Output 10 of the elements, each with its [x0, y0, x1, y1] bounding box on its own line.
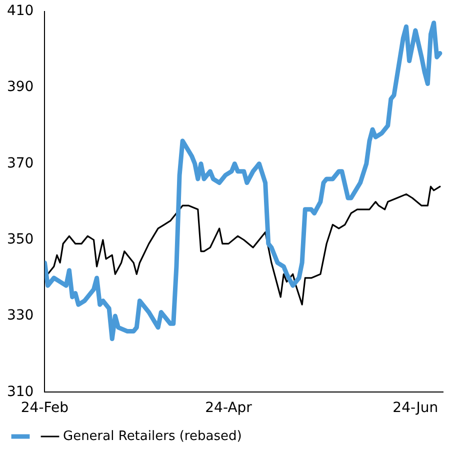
x-tick-label: 24-Feb [20, 400, 69, 416]
y-tick-label: 350 [6, 232, 34, 248]
y-tick-label: 370 [6, 155, 34, 172]
legend-label: General Retailers (rebased) [63, 428, 242, 444]
y-tick-label: 410 [6, 3, 34, 20]
x-tick-label: 24-Jun [392, 400, 438, 416]
y-tick-label: 310 [6, 384, 34, 400]
y-tick-label: 330 [6, 308, 34, 324]
y-tick-label: 390 [6, 79, 34, 96]
x-tick-label: 24-Apr [205, 400, 252, 416]
